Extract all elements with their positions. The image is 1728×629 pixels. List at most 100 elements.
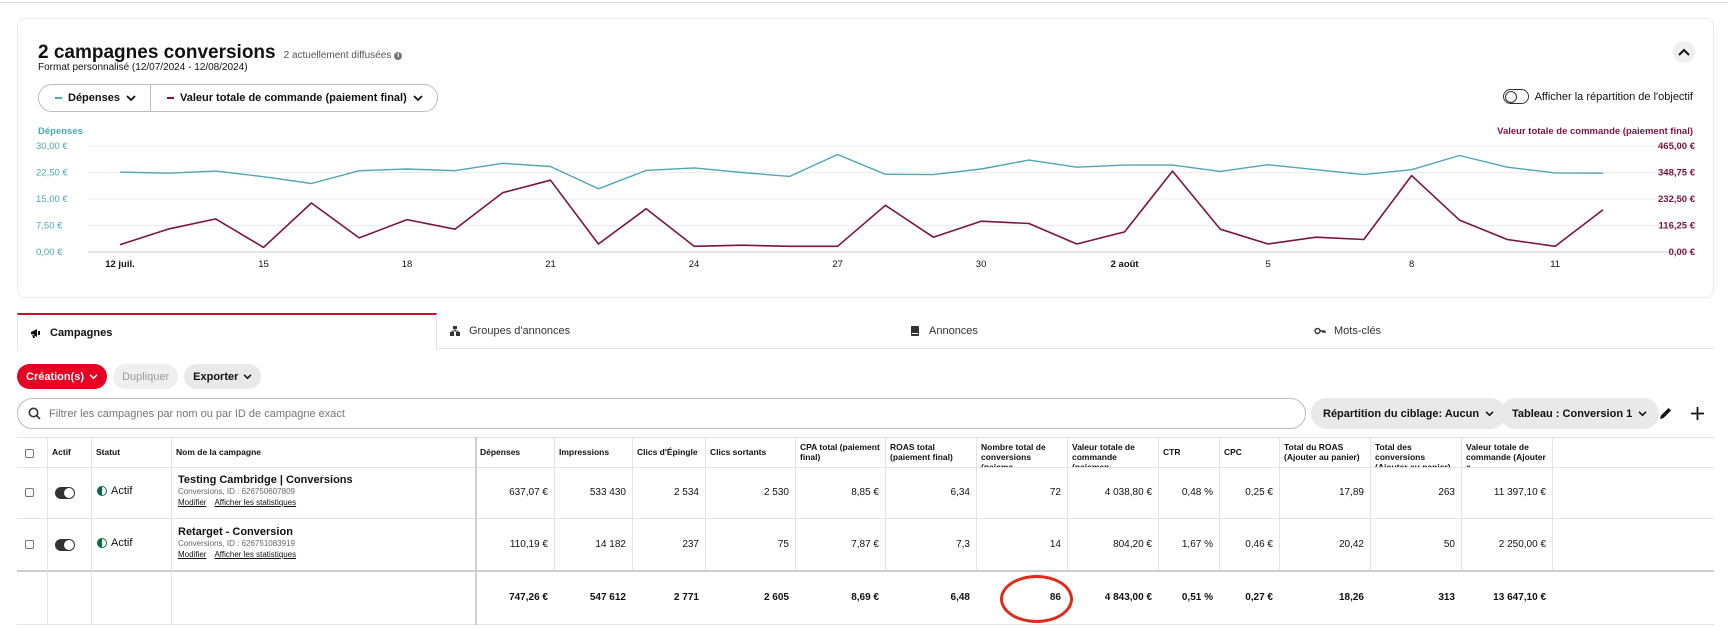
create-button[interactable]: Création(s)	[17, 364, 108, 389]
export-button[interactable]: Exporter	[184, 364, 262, 389]
tab-annonces[interactable]: Annonces	[897, 313, 1302, 348]
header-metric[interactable]: Dépenses	[480, 447, 521, 457]
tab-bar: Campagnes Groupes d'annonces Annonces Mo…	[17, 313, 1714, 350]
metric-cell: 1,67 %	[1181, 539, 1213, 550]
total-cell: 747,26 €	[509, 592, 548, 603]
campaign-actions: Modifier Afficher les statistiques	[178, 550, 296, 559]
x-tick-label: 15	[258, 259, 269, 270]
metric-cell: 2 534	[673, 487, 699, 498]
campaign-toggle[interactable]	[55, 539, 75, 551]
header-metric[interactable]: Clics d'Épingle	[637, 447, 698, 457]
edit-link[interactable]: Modifier	[178, 498, 207, 507]
campaign-name-link[interactable]: Retarget - Conversion	[178, 526, 293, 538]
metric-2-dropdown[interactable]: Valeur totale de commande (paiement fina…	[149, 85, 437, 111]
edit-columns-button[interactable]	[1656, 404, 1674, 422]
metric-selector: Dépenses Valeur totale de commande (paie…	[38, 84, 438, 112]
left-axis-title: Dépenses	[38, 126, 83, 137]
info-icon[interactable]: i	[394, 51, 403, 60]
row-checkbox[interactable]	[25, 540, 34, 549]
edit-link[interactable]: Modifier	[178, 550, 207, 559]
overview-card: 2 campagnes conversions 2 actuellement d…	[17, 18, 1714, 298]
header-metric[interactable]: CPA total (paiement final)	[800, 442, 880, 462]
column-divider	[554, 437, 555, 570]
tab-label: Groupes d'annonces	[469, 324, 571, 337]
column-divider	[1370, 437, 1371, 570]
header-metric[interactable]: Valeur totale de commande (paiemen...	[1072, 442, 1135, 467]
column-divider	[1067, 437, 1068, 570]
metric-cell: 17,89	[1338, 487, 1364, 498]
metric-cell: 0,46 €	[1245, 539, 1273, 550]
chevron-down-icon	[243, 373, 252, 379]
total-cell: 0,27 €	[1245, 592, 1273, 603]
targeting-breakdown-dropdown[interactable]: Répartition du ciblage: Aucun	[1311, 398, 1507, 429]
total-cell: 6,48	[950, 592, 970, 603]
collapse-button[interactable]	[1673, 41, 1695, 63]
metric-cell: 110,19 €	[509, 539, 548, 550]
pencil-icon	[1659, 407, 1671, 419]
chevron-down-icon	[89, 373, 98, 379]
page-title: 2 campagnes conversions	[38, 42, 276, 63]
search-input[interactable]	[49, 407, 949, 420]
view-stats-link[interactable]: Afficher les statistiques	[214, 550, 297, 559]
plus-icon	[1690, 406, 1704, 420]
x-tick-label: 24	[689, 259, 700, 270]
metric-cell: 50	[1443, 539, 1455, 550]
duplicate-button[interactable]: Dupliquer	[113, 364, 179, 389]
tab-mots-cles[interactable]: Mots-clés	[1302, 313, 1712, 348]
tab-label: Mots-clés	[1334, 324, 1382, 337]
duplicate-label: Dupliquer	[122, 370, 170, 383]
tab-label: Annonces	[929, 324, 978, 337]
chevron-up-icon	[1678, 48, 1690, 56]
row-checkbox[interactable]	[25, 488, 34, 497]
header-metric[interactable]: Nombre total de conversions (paieme...	[981, 442, 1046, 467]
title-row: 2 campagnes conversions 2 actuellement d…	[38, 42, 403, 64]
header-metric[interactable]: CPC	[1224, 447, 1242, 457]
header-metric[interactable]: Total des conversions (Ajouter au panier…	[1375, 442, 1451, 467]
ad-icon	[911, 325, 919, 336]
header-metric[interactable]: Valeur totale de commande (Ajouter a...	[1466, 442, 1546, 467]
spend-swatch	[55, 97, 62, 99]
header-metric[interactable]: Clics sortants	[710, 447, 767, 457]
header-actif[interactable]: Actif	[52, 447, 71, 457]
metric-cell: 7,3	[956, 539, 970, 550]
top-divider	[0, 2, 1728, 3]
total-cell: 13 647,10 €	[1493, 592, 1546, 603]
header-metric[interactable]: Impressions	[559, 447, 610, 457]
row-divider	[17, 518, 1714, 519]
view-stats-link[interactable]: Afficher les statistiques	[214, 498, 297, 507]
total-cell: 2 771	[673, 592, 699, 603]
metric-1-dropdown[interactable]: Dépenses	[39, 85, 150, 111]
campaign-toggle[interactable]	[55, 487, 75, 499]
left-tick-label: 22,50 €	[36, 168, 68, 179]
header-metric[interactable]: CTR	[1163, 447, 1181, 457]
column-divider	[47, 437, 48, 570]
column-divider	[1279, 437, 1280, 570]
metric-cell: 72	[1049, 487, 1061, 498]
status-badge: Actif	[97, 537, 132, 549]
status-icon	[97, 486, 107, 496]
toggle-switch[interactable]	[1502, 89, 1529, 104]
header-metric[interactable]: ROAS total (paiement final)	[890, 442, 953, 462]
header-statut[interactable]: Statut	[96, 447, 121, 457]
tab-campagnes[interactable]: Campagnes	[17, 313, 437, 350]
status-text: Actif	[111, 537, 133, 549]
total-cell: 547 612	[589, 592, 626, 603]
column-divider	[1219, 437, 1220, 570]
select-all-checkbox[interactable]	[25, 449, 34, 458]
total-cell: 2 605	[763, 592, 789, 603]
column-divider	[171, 570, 172, 625]
metric-cell: 637,07 €	[509, 487, 548, 498]
header-campaign-name[interactable]: Nom de la campagne	[176, 447, 262, 457]
tab-groupes[interactable]: Groupes d'annonces	[437, 313, 897, 348]
status-badge: Actif	[97, 485, 132, 497]
metric-1-label: Dépenses	[68, 92, 120, 104]
table-view-dropdown[interactable]: Tableau : Conversion 1	[1500, 398, 1660, 429]
metric-2-label: Valeur totale de commande (paiement fina…	[179, 92, 407, 104]
left-tick-label: 30,00 €	[36, 141, 68, 152]
metric-cell: 237	[682, 539, 699, 550]
add-button[interactable]	[1688, 404, 1706, 422]
search-icon	[28, 407, 41, 420]
campaign-name-link[interactable]: Testing Cambridge | Conversions	[178, 474, 353, 486]
header-metric[interactable]: Total du ROAS (Ajouter au panier)	[1284, 442, 1360, 462]
x-tick-label: 8	[1409, 259, 1414, 270]
